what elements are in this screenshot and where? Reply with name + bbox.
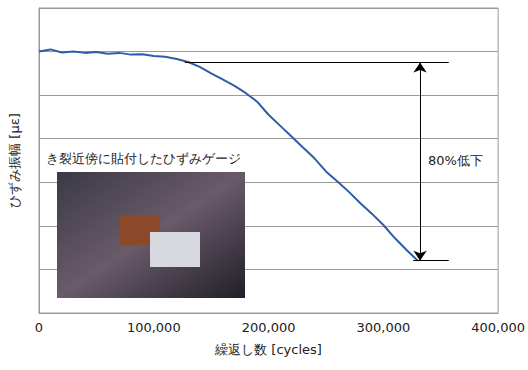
- svg-text:200,000: 200,000: [242, 320, 296, 335]
- svg-text:ひずみ振幅 [με]: ひずみ振幅 [με]: [7, 113, 22, 208]
- svg-text:300,000: 300,000: [356, 320, 410, 335]
- svg-text:き裂近傍に貼付したひずみゲージ: き裂近傍に貼付したひずみゲージ: [46, 151, 241, 166]
- svg-text:0: 0: [35, 320, 43, 335]
- svg-text:100,000: 100,000: [127, 320, 181, 335]
- svg-text:400,000: 400,000: [471, 320, 525, 335]
- svg-text:繰返し数 [cycles]: 繰返し数 [cycles]: [214, 342, 322, 357]
- svg-text:80%低下: 80%低下: [428, 153, 483, 168]
